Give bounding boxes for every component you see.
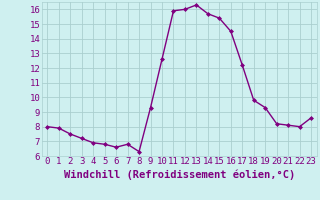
X-axis label: Windchill (Refroidissement éolien,°C): Windchill (Refroidissement éolien,°C) xyxy=(64,169,295,180)
